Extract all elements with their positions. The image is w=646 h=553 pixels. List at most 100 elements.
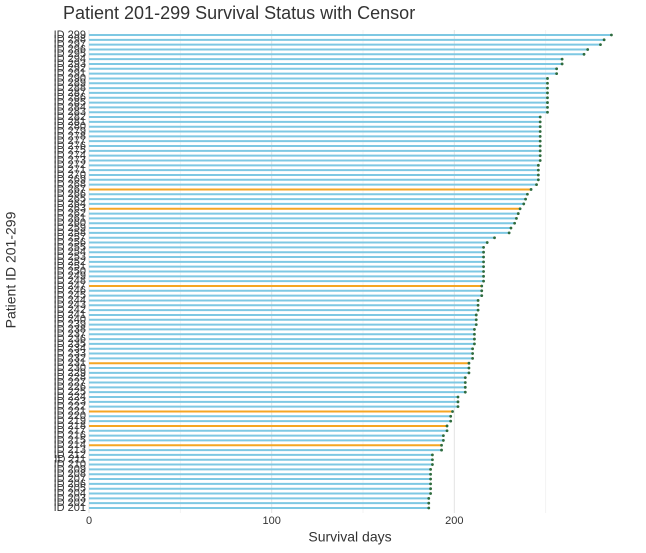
lollipop-point [429,477,432,481]
lollipop-point [482,270,485,273]
lollipop-point [560,57,564,61]
lollipop-point [449,419,453,423]
y-tick-label: ID 279 [54,125,86,137]
lollipop-point [431,463,434,466]
lollipop-point [471,356,474,360]
lollipop-point [471,347,474,351]
lollipop-point [538,139,542,143]
y-tick-label: ID 227 [54,376,86,388]
lollipop-point [445,424,449,428]
lollipop-point [473,332,476,336]
y-tick-label: ID 280 [54,121,86,133]
y-tick-label: ID 273 [54,154,86,166]
lollipop-point [482,255,485,259]
lollipop-point [427,501,431,505]
y-tick-label: ID 290 [54,72,86,84]
lollipop-point [524,197,527,201]
lollipop-point [546,110,549,114]
y-tick-label: ID 285 [54,96,86,108]
x-axis-label: Survival days [308,529,391,545]
lollipop-point [513,221,517,225]
lollipop-point [536,168,540,172]
lollipop-point [610,33,613,37]
y-tick-label: ID 264 [54,198,86,210]
y-tick-label: ID 218 [54,420,86,432]
lollipop-point [546,77,549,80]
lollipop-point [546,81,549,85]
y-tick-label: ID 272 [54,159,86,171]
y-tick-label: ID 257 [54,232,86,244]
y-tick-label: ID 248 [54,275,86,287]
y-tick-label: ID 236 [54,333,86,345]
lollipop-point [518,207,522,211]
y-tick-label: ID 268 [54,179,86,191]
y-tick-label: ID 232 [54,352,86,364]
y-tick-label: ID 263 [54,203,86,215]
y-tick-label: ID 284 [54,101,86,113]
y-tick-label: ID 222 [54,401,86,413]
y-tick-label: ID 249 [54,270,86,282]
lollipop-point [463,385,467,389]
lollipop-point [482,260,485,264]
y-tick-label: ID 202 [54,497,86,509]
lollipop-point [456,400,460,404]
lollipop-point [538,149,542,153]
lollipop-point [449,414,453,418]
lollipop-point [555,72,559,76]
y-tick-label: ID 262 [54,207,86,219]
y-tick-label: ID 230 [54,362,86,374]
lollipop-point [546,86,549,90]
lollipop-point [474,318,478,322]
y-tick-label: ID 288 [54,82,86,94]
lollipop-point [515,217,518,220]
y-tick-label: ID 292 [54,63,86,75]
lollipop-point [482,250,485,254]
lollipop-point [546,96,549,100]
y-tick-label: ID 276 [54,140,86,152]
y-tick-label: ID 233 [54,347,86,359]
y-tick-label: ID 287 [54,87,86,99]
lollipop-point [429,472,432,476]
y-tick-label: ID 266 [54,188,86,200]
y-tick-label: ID 216 [54,430,86,442]
lollipop-point [493,236,496,240]
y-tick-label: ID 234 [54,343,86,355]
lollipop-point [522,202,526,206]
lollipop-point [480,284,484,288]
lollipop-point [476,308,480,312]
lollipop-point [509,226,513,230]
lollipop-point [427,496,431,500]
y-tick-label: ID 251 [54,261,86,273]
lollipop-point [429,492,432,495]
lollipop-point [536,178,540,182]
lollipop-point [526,192,529,196]
y-tick-label: ID 277 [54,135,86,147]
y-tick-label: ID 294 [54,53,86,65]
y-tick-label: ID 281 [54,116,86,128]
y-tick-label: ID 205 [54,483,86,495]
y-tick-label: ID 270 [54,169,86,181]
lollipop-point [474,313,478,317]
lollipop-point [440,448,443,452]
lollipop-point [538,115,542,119]
y-tick-label: ID 298 [54,34,86,46]
y-tick-label: ID 211 [54,454,86,466]
y-tick-label: ID 217 [54,425,86,437]
lollipop-point [463,376,467,380]
y-tick-label: ID 283 [54,106,86,118]
lollipop-point [480,289,484,293]
y-tick-label: ID 208 [54,468,86,480]
lollipop-point [476,299,480,302]
lollipop-point [441,439,445,442]
x-tick-label: 100 [262,515,280,527]
y-tick-label: ID 254 [54,246,86,258]
lollipop-point [463,381,467,384]
y-tick-label: ID 259 [54,222,86,234]
lollipop-point [456,395,460,399]
lollipop-point [431,458,434,462]
x-tick-label: 0 [86,515,92,527]
y-tick-label: ID 238 [54,323,86,335]
y-tick-label: ID 256 [54,236,86,248]
y-tick-label: ID 252 [54,256,86,268]
